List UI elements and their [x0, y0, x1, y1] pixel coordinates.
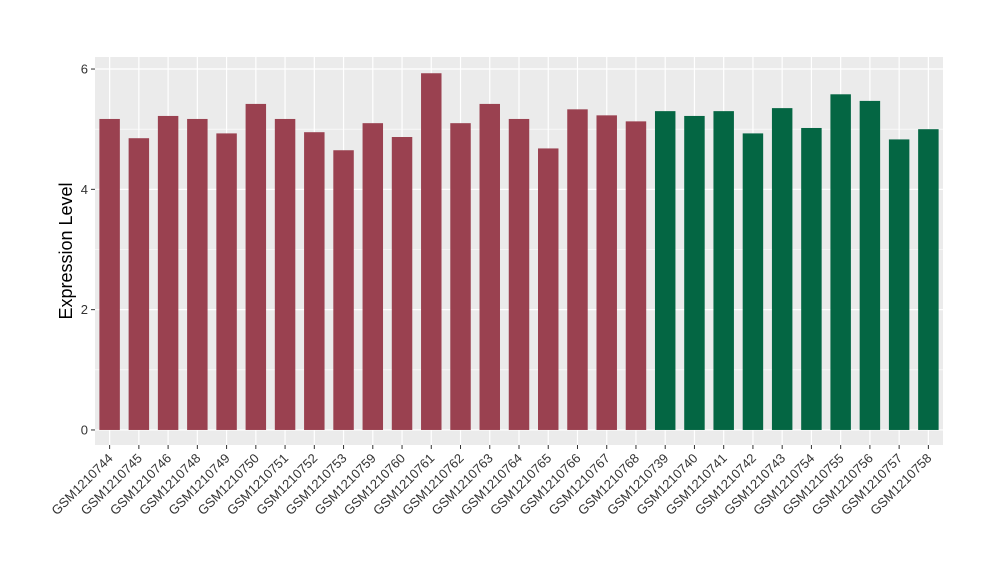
bar: [771, 108, 793, 430]
bar: [362, 123, 384, 430]
bar: [830, 94, 851, 430]
bar: [918, 129, 939, 430]
bar: [684, 115, 705, 430]
bar: [157, 115, 179, 430]
y-tick-label: 4: [81, 182, 88, 197]
x-axis: GSM1210744GSM1210745GSM1210746GSM1210748…: [48, 445, 935, 518]
bar: [187, 118, 208, 430]
y-axis-title: Expression Level: [56, 182, 76, 319]
bar: [654, 111, 676, 430]
bar: [479, 103, 500, 430]
bar: [333, 150, 354, 430]
bar: [245, 103, 267, 430]
bar: [274, 118, 296, 430]
bar: [625, 121, 647, 430]
bar: [421, 73, 442, 430]
bar: [508, 118, 530, 430]
bar: [596, 115, 617, 430]
y-tick-label: 2: [81, 302, 88, 317]
bars: [99, 73, 939, 430]
bar: [567, 109, 588, 430]
bar: [99, 118, 120, 430]
bar: [128, 138, 150, 430]
y-axis: 0 2 4 6: [81, 62, 95, 437]
bar: [742, 133, 764, 430]
bar: [216, 133, 237, 430]
bar: [801, 127, 822, 430]
bar: [538, 148, 559, 430]
bar: [859, 100, 881, 430]
y-tick-label: 6: [81, 62, 88, 77]
bar: [304, 132, 325, 430]
y-tick-label: 0: [81, 422, 88, 437]
bar: [888, 139, 910, 430]
bar: [450, 123, 471, 430]
bar: [713, 111, 734, 430]
bar: [391, 137, 413, 430]
